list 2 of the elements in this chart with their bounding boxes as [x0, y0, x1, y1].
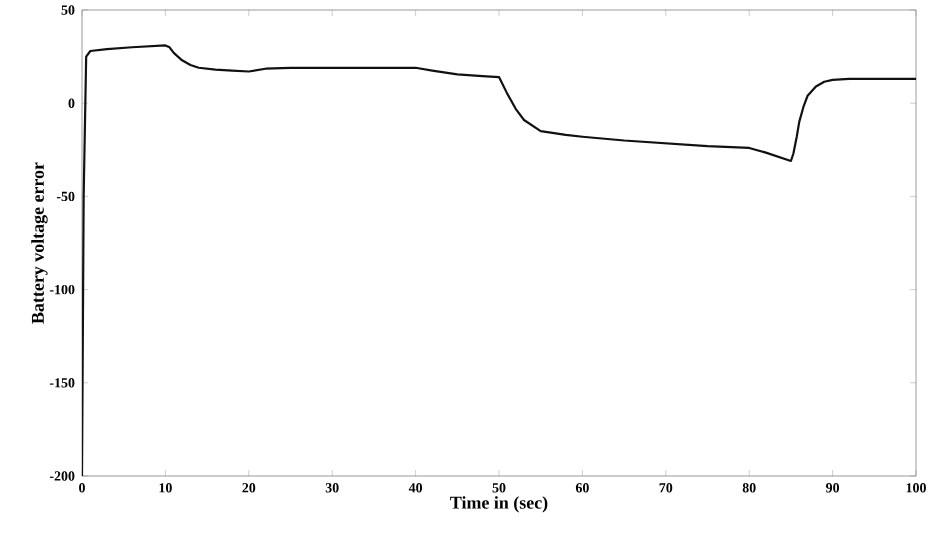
- x-axis-title: Time in (sec): [450, 496, 548, 513]
- y-axis-title: Battery voltage error: [31, 162, 48, 324]
